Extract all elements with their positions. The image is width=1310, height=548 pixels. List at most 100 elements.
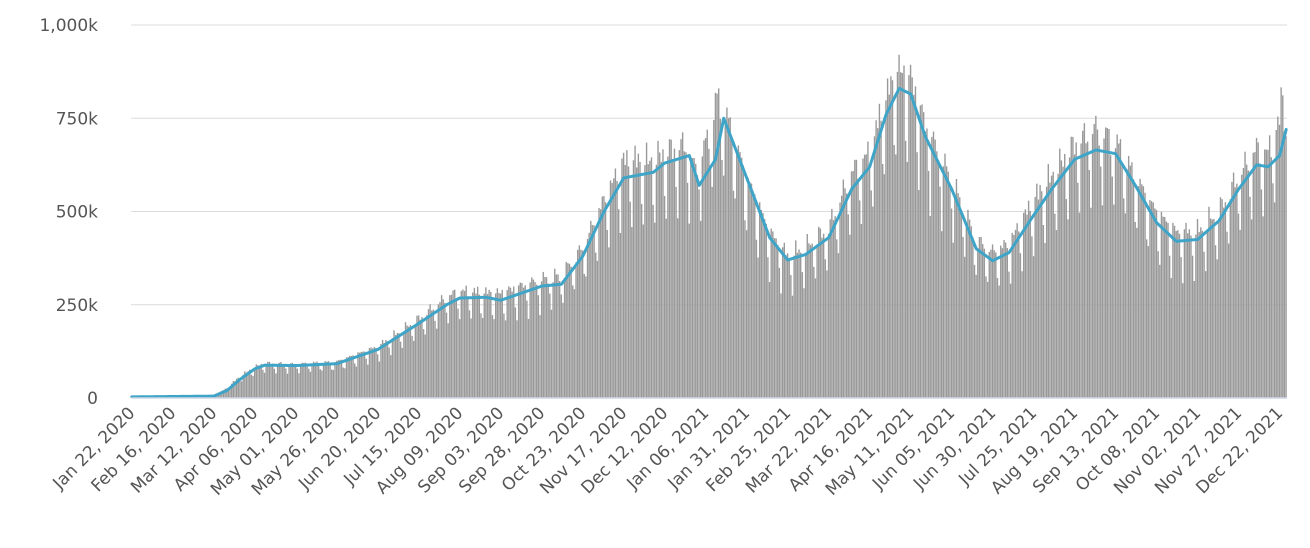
y-tick-label: 750k xyxy=(56,109,98,129)
bar xyxy=(658,152,661,398)
bar xyxy=(834,216,836,398)
bar xyxy=(291,362,294,398)
bar xyxy=(1268,135,1271,398)
bar xyxy=(1014,229,1017,398)
bar xyxy=(870,190,872,398)
bar xyxy=(1044,242,1046,398)
bar xyxy=(1134,221,1136,398)
bar xyxy=(931,136,933,398)
bar xyxy=(906,161,908,398)
bar xyxy=(1186,233,1189,398)
bar xyxy=(1111,176,1113,398)
bar xyxy=(903,65,905,399)
bar xyxy=(375,348,377,398)
bar xyxy=(480,313,482,398)
bar xyxy=(796,252,799,398)
bar xyxy=(583,273,585,398)
bar xyxy=(573,289,576,398)
bar xyxy=(231,383,233,398)
bar xyxy=(1252,152,1254,398)
bar xyxy=(941,231,943,398)
bar xyxy=(624,164,626,398)
bar xyxy=(549,293,551,398)
bar xyxy=(1036,183,1038,398)
bar xyxy=(860,223,863,398)
bar xyxy=(314,362,317,398)
bar xyxy=(683,151,685,398)
bar xyxy=(849,234,851,398)
bar xyxy=(440,295,443,398)
bar xyxy=(706,129,708,398)
bar xyxy=(365,358,367,398)
bar xyxy=(868,165,871,398)
bar xyxy=(517,285,520,398)
bar xyxy=(1180,257,1182,398)
bar xyxy=(599,209,602,398)
bar xyxy=(678,150,681,398)
bar xyxy=(1019,253,1022,398)
bar xyxy=(985,276,987,398)
bar xyxy=(693,158,695,398)
bar xyxy=(449,295,451,398)
bar xyxy=(1285,136,1287,399)
bar xyxy=(1282,95,1284,399)
bar xyxy=(260,363,262,398)
bar xyxy=(968,219,971,398)
bar xyxy=(299,364,302,398)
bar xyxy=(439,302,441,398)
bar xyxy=(1054,213,1056,398)
bar xyxy=(1190,235,1192,398)
bar xyxy=(944,153,946,398)
bar xyxy=(257,365,259,398)
bar xyxy=(431,310,433,398)
bar xyxy=(616,180,618,398)
bar xyxy=(416,315,418,398)
bar xyxy=(1278,124,1281,398)
bar xyxy=(652,204,654,398)
bar xyxy=(640,203,643,398)
bar xyxy=(977,248,979,398)
bar xyxy=(681,132,684,398)
bar xyxy=(1080,143,1082,398)
bar xyxy=(772,231,774,398)
bar xyxy=(1157,251,1159,398)
bar xyxy=(237,377,239,398)
bar xyxy=(680,139,682,398)
bar xyxy=(373,346,376,398)
bar xyxy=(845,193,848,398)
bar xyxy=(258,366,261,398)
bar xyxy=(536,284,538,398)
bar xyxy=(1246,164,1248,398)
bar xyxy=(650,157,653,398)
bar xyxy=(639,161,641,398)
bar xyxy=(721,159,723,398)
bar xyxy=(783,242,785,398)
bar xyxy=(675,186,677,398)
bar xyxy=(1149,200,1151,398)
bar xyxy=(1075,142,1077,398)
bar xyxy=(660,161,663,398)
bar xyxy=(1108,129,1110,398)
bar xyxy=(411,335,413,398)
bar xyxy=(265,363,267,398)
bar xyxy=(235,378,238,398)
bar xyxy=(722,175,725,398)
bar xyxy=(734,198,736,398)
bar xyxy=(606,229,608,398)
bar xyxy=(1016,223,1018,398)
bar xyxy=(457,308,459,398)
bar xyxy=(921,104,923,399)
bar xyxy=(550,309,553,398)
bar xyxy=(1096,129,1099,398)
bar xyxy=(854,159,856,398)
bar xyxy=(1003,240,1005,398)
bar xyxy=(485,287,487,398)
bar xyxy=(673,148,676,398)
bar xyxy=(704,138,707,398)
bar xyxy=(267,361,269,398)
bar xyxy=(339,359,341,398)
bar xyxy=(275,373,277,398)
bar xyxy=(832,220,835,398)
bar xyxy=(426,315,428,398)
bar xyxy=(821,237,823,398)
